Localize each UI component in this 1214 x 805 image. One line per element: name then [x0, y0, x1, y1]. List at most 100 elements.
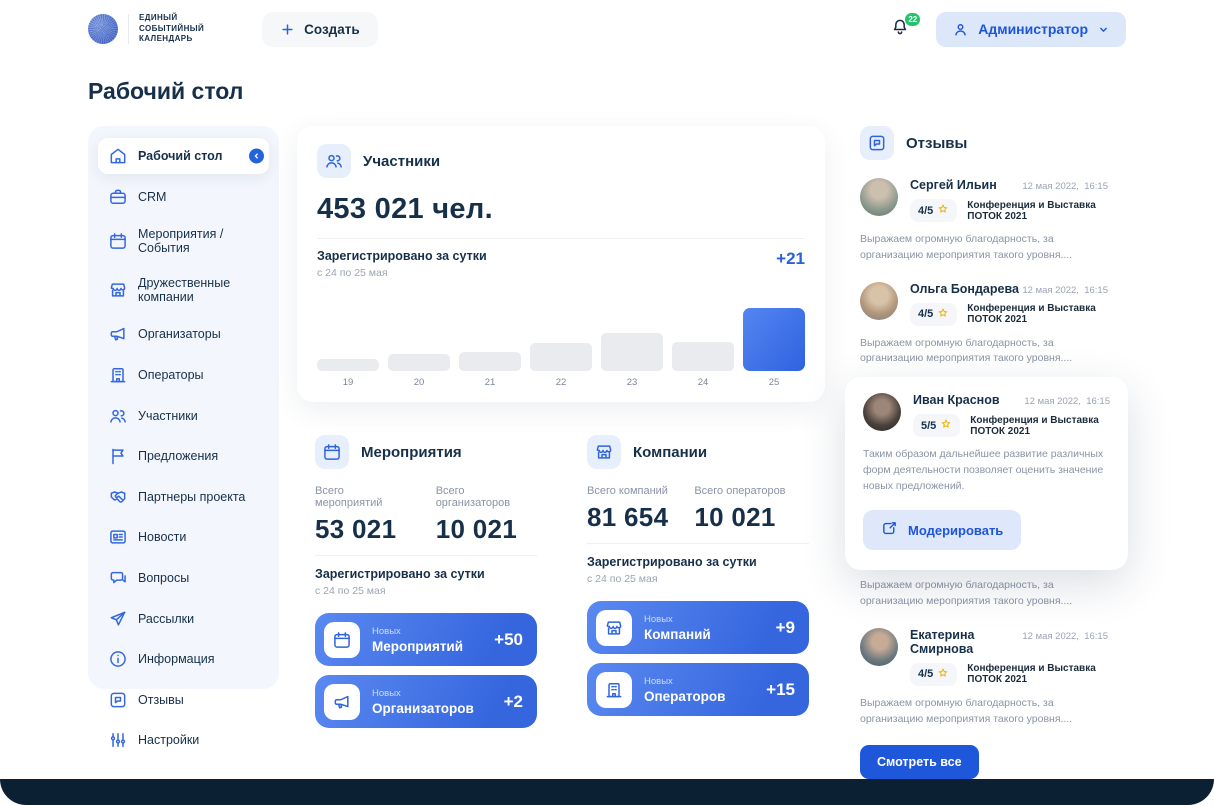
flag-icon	[108, 446, 128, 466]
header-right: 22 Администратор	[890, 11, 1126, 47]
review-text: Выражаем огромную благодарность, за орга…	[860, 233, 1073, 261]
review-item: Ольга Бондарева 12 мая 2022, 16:15 4/5 Конф…	[860, 281, 1108, 368]
sidebar-item-events[interactable]: Мероприятия / События	[98, 219, 269, 263]
review-author: Иван Краснов	[913, 393, 1000, 407]
users-icon	[317, 144, 351, 178]
header: ЕДИНЫЙ СОБЫТИЙНЫЙ КАЛЕНДАРЬ Создать 22 А…	[0, 0, 1214, 58]
main-column: Участники 453 021 чел. Зарегистрировано …	[297, 126, 825, 779]
bar-label: 21	[484, 377, 496, 388]
period-label: Зарегистрировано за сутки	[315, 567, 485, 581]
plus-icon	[280, 22, 295, 37]
info-icon	[108, 649, 128, 669]
sidebar-item-dashboard[interactable]: Рабочий стол	[98, 138, 269, 174]
sidebar-item-crm[interactable]: CRM	[98, 179, 269, 215]
calendar-icon	[324, 621, 360, 658]
events-stat-1: Всего организаторов 10 021	[436, 485, 537, 545]
review-event: Конференция и Выставка ПОТОК 2021	[967, 663, 1096, 686]
sidebar-item-questions[interactable]: Вопросы	[98, 560, 269, 596]
bar-label: 20	[413, 377, 425, 388]
review-text: Выражаем огромную благодарность, за орга…	[860, 696, 1073, 725]
footer: © ООО "Единый событийный календарь", ИНН…	[0, 779, 1214, 805]
sidebar: Рабочий стол CRM Мероприятия / События Друж…	[88, 126, 279, 748]
button-caption: Новых	[644, 675, 673, 687]
bar-day-19	[317, 293, 379, 371]
period-range: с 24 по 25 мая	[317, 267, 388, 279]
user-menu-button[interactable]: Администратор	[936, 11, 1126, 47]
bar	[530, 343, 592, 371]
sidebar-item-friendly-companies[interactable]: Дружественные компании	[98, 268, 269, 312]
sidebar-item-operators[interactable]: Операторы	[98, 357, 269, 393]
new-organizers-button[interactable]: Новых Организаторов +2	[315, 675, 537, 728]
sidebar-item-participants[interactable]: Участники	[98, 398, 269, 434]
new-operators-button[interactable]: Новых Операторов +15	[587, 663, 809, 716]
sidebar-item-label: Партнеры проекта	[138, 489, 246, 504]
participants-period: Зарегистрировано за сутки с 24 по 25 мая	[317, 249, 487, 279]
events-section: Мероприятия Всего мероприятий 53 021 Всего …	[315, 435, 537, 728]
calendar-icon	[315, 435, 349, 469]
bar-chart-labels: 19 20 21 22 23 24 25	[317, 377, 805, 388]
bar-label: 25	[768, 377, 780, 388]
bar-label: 24	[697, 377, 709, 388]
stat-label: Всего операторов	[694, 485, 786, 497]
news-icon	[108, 527, 128, 547]
bar-day-25	[743, 293, 805, 371]
review-event: Конференция и Выставка ПОТОК 2021	[967, 303, 1096, 325]
sidebar-item-mailings[interactable]: Рассылки	[98, 601, 269, 637]
sidebar-item-label: Участники	[138, 408, 198, 423]
moderate-button[interactable]: Модерировать	[863, 510, 1022, 551]
rating-value: 5/5	[921, 419, 937, 432]
review-event: Конференция и Выставка ПОТОК 2021	[970, 414, 1099, 437]
view-all-button[interactable]: Смотреть все	[860, 745, 979, 780]
bar	[317, 359, 379, 371]
create-button[interactable]: Создать	[262, 11, 378, 47]
rating-badge: 5/5	[913, 414, 961, 437]
period-range: с 24 по 25 мая	[587, 573, 658, 585]
reviews-column: Отзывы Сергей Ильин 12 мая 2022, 16:15 4/5…	[845, 126, 1128, 780]
bar-label: 19	[342, 377, 354, 388]
briefcase-icon	[108, 187, 128, 207]
sidebar-item-label: Организаторы	[138, 327, 221, 342]
star-icon	[937, 203, 949, 218]
stat-label: Всего мероприятий	[315, 485, 383, 509]
period-range: с 24 по 25 мая	[315, 585, 386, 597]
chevron-down-icon	[1097, 23, 1110, 36]
sidebar-item-label: Информация	[138, 652, 215, 667]
bar-day-24	[672, 293, 734, 371]
store-icon	[596, 609, 632, 646]
rating-badge: 4/5	[910, 662, 958, 686]
avatar	[860, 627, 898, 666]
user-menu-label: Администратор	[978, 21, 1088, 37]
sidebar-item-reviews[interactable]: Отзывы	[98, 682, 269, 718]
sidebar-collapse-button[interactable]	[249, 148, 264, 164]
sidebar-item-organizers[interactable]: Организаторы	[98, 316, 269, 352]
star-icon	[937, 307, 949, 322]
notifications-bell-icon[interactable]: 22	[890, 12, 922, 41]
sliders-icon	[108, 730, 128, 750]
button-label: Компаний	[644, 626, 711, 642]
sidebar-item-partners[interactable]: Партнеры проекта	[98, 479, 269, 515]
sidebar-item-proposals[interactable]: Предложения	[98, 438, 269, 474]
review-author: Ольга Бондарева	[910, 281, 1019, 296]
bar-label: 23	[626, 377, 638, 388]
new-events-button[interactable]: Новых Мероприятий +50	[315, 613, 537, 666]
button-delta: +15	[766, 679, 795, 699]
rating-badge: 4/5	[910, 199, 958, 222]
sidebar-item-label: Операторы	[138, 367, 204, 382]
users-icon	[108, 406, 128, 426]
sidebar-item-news[interactable]: Новости	[98, 519, 269, 555]
create-button-label: Создать	[304, 21, 360, 37]
review-text: Таким образом дальнейшее развитие различ…	[863, 448, 1104, 492]
sidebar-item-information[interactable]: Информация	[98, 641, 269, 677]
bar-day-21	[459, 293, 521, 371]
button-caption: Новых	[372, 687, 401, 699]
period-label: Зарегистрировано за сутки	[587, 555, 757, 569]
companies-title: Компании	[633, 443, 708, 461]
home-icon	[108, 146, 128, 166]
sidebar-item-settings[interactable]: Настройки	[98, 722, 269, 758]
moderate-icon	[881, 520, 898, 540]
new-companies-button[interactable]: Новых Компаний +9	[587, 601, 809, 654]
period-label: Зарегистрировано за сутки	[317, 249, 487, 263]
rating-badge: 4/5	[910, 302, 958, 326]
notifications-badge: 22	[904, 12, 922, 27]
sidebar-item-label: Рабочий стол	[138, 149, 223, 163]
